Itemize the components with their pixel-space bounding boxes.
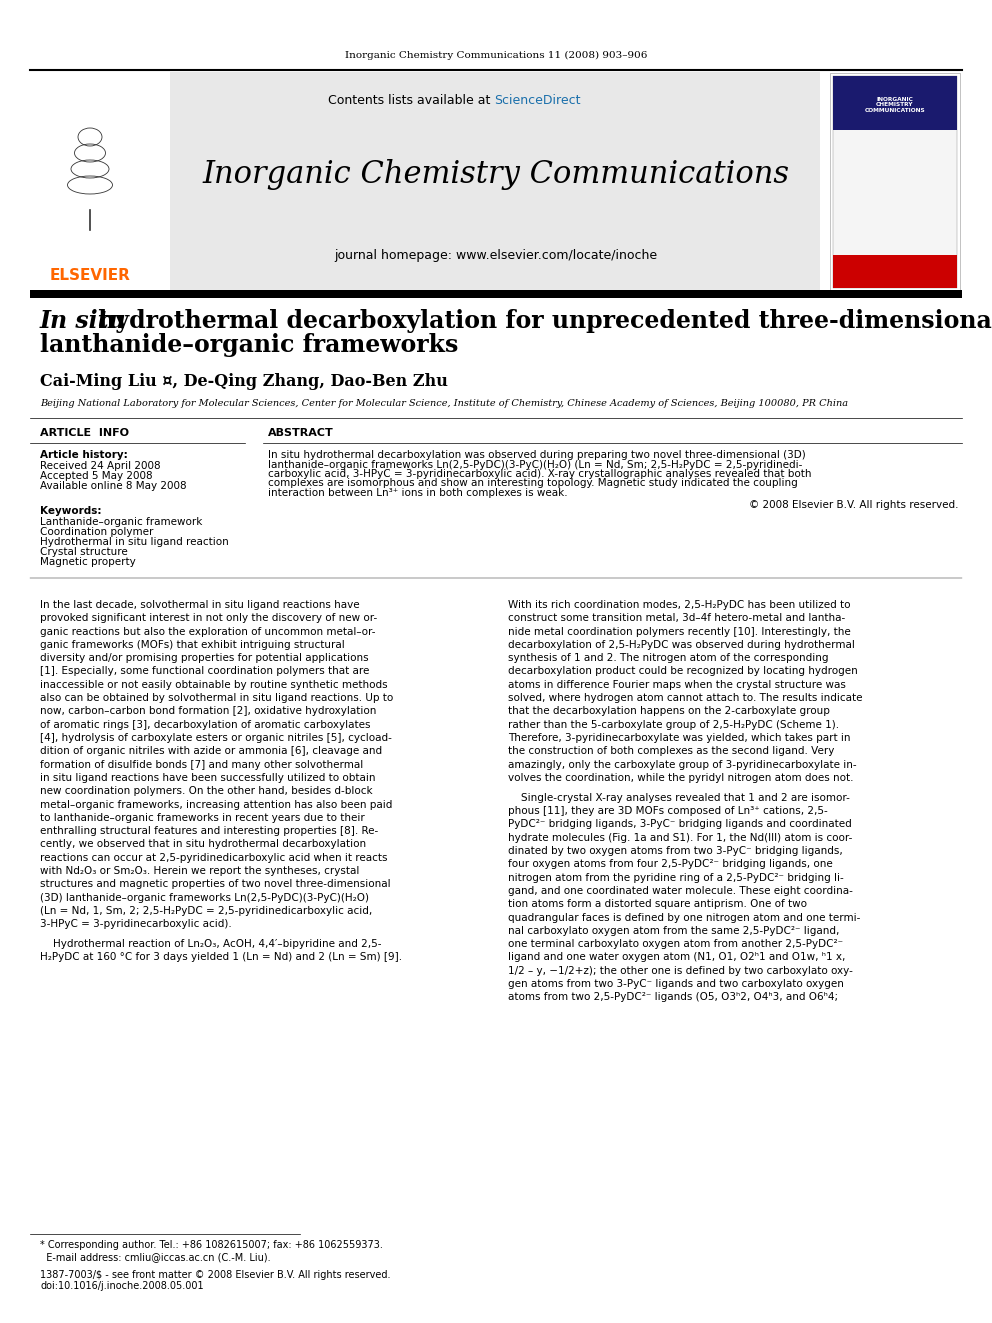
Text: Contents lists available at: Contents lists available at bbox=[327, 94, 494, 106]
Text: construct some transition metal, 3d–4f hetero-metal and lantha-: construct some transition metal, 3d–4f h… bbox=[508, 614, 845, 623]
Text: solved, where hydrogen atom cannot attach to. The results indicate: solved, where hydrogen atom cannot attac… bbox=[508, 693, 862, 703]
Text: nitrogen atom from the pyridine ring of a 2,5-PyDC²⁻ bridging li-: nitrogen atom from the pyridine ring of … bbox=[508, 873, 844, 882]
Text: quadrangular faces is defined by one nitrogen atom and one termi-: quadrangular faces is defined by one nit… bbox=[508, 913, 860, 922]
Text: atoms in difference Fourier maps when the crystal structure was: atoms in difference Fourier maps when th… bbox=[508, 680, 846, 689]
Text: Article history:: Article history: bbox=[40, 450, 128, 460]
Text: Received 24 April 2008: Received 24 April 2008 bbox=[40, 460, 161, 471]
Text: with Nd₂O₃ or Sm₂O₃. Herein we report the syntheses, crystal: with Nd₂O₃ or Sm₂O₃. Herein we report th… bbox=[40, 867, 359, 876]
Text: amazingly, only the carboxylate group of 3-pyridinecarboxylate in-: amazingly, only the carboxylate group of… bbox=[508, 759, 857, 770]
Text: one terminal carboxylato oxygen atom from another 2,5-PyDC²⁻: one terminal carboxylato oxygen atom fro… bbox=[508, 939, 843, 949]
Text: Single-crystal X-ray analyses revealed that 1 and 2 are isomor-: Single-crystal X-ray analyses revealed t… bbox=[508, 792, 850, 803]
Text: ABSTRACT: ABSTRACT bbox=[268, 429, 333, 438]
Text: © 2008 Elsevier B.V. All rights reserved.: © 2008 Elsevier B.V. All rights reserved… bbox=[749, 500, 958, 511]
Text: decarboxylation product could be recognized by locating hydrogen: decarboxylation product could be recogni… bbox=[508, 667, 858, 676]
Text: (Ln = Nd, 1, Sm, 2; 2,5-H₂PyDC = 2,5-pyridinedicarboxylic acid,: (Ln = Nd, 1, Sm, 2; 2,5-H₂PyDC = 2,5-pyr… bbox=[40, 906, 372, 916]
Text: inaccessible or not easily obtainable by routine synthetic methods: inaccessible or not easily obtainable by… bbox=[40, 680, 388, 689]
Text: In the last decade, solvothermal in situ ligand reactions have: In the last decade, solvothermal in situ… bbox=[40, 601, 360, 610]
Text: interaction between Ln³⁺ ions in both complexes is weak.: interaction between Ln³⁺ ions in both co… bbox=[268, 488, 567, 497]
Text: cently, we observed that in situ hydrothermal decarboxylation: cently, we observed that in situ hydroth… bbox=[40, 839, 366, 849]
Text: of aromatic rings [3], decarboxylation of aromatic carboxylates: of aromatic rings [3], decarboxylation o… bbox=[40, 720, 370, 730]
Text: volves the coordination, while the pyridyl nitrogen atom does not.: volves the coordination, while the pyrid… bbox=[508, 773, 853, 783]
Text: hydrothermal decarboxylation for unprecedented three-dimensional: hydrothermal decarboxylation for unprece… bbox=[90, 310, 992, 333]
Text: ScienceDirect: ScienceDirect bbox=[494, 94, 580, 106]
Text: gand, and one coordinated water molecule. These eight coordina-: gand, and one coordinated water molecule… bbox=[508, 886, 853, 896]
Text: nal carboxylato oxygen atom from the same 2,5-PyDC²⁻ ligand,: nal carboxylato oxygen atom from the sam… bbox=[508, 926, 839, 935]
Bar bbox=[30, 290, 962, 298]
Text: structures and magnetic properties of two novel three-dimensional: structures and magnetic properties of tw… bbox=[40, 880, 391, 889]
Text: lanthanide–organic frameworks: lanthanide–organic frameworks bbox=[40, 333, 458, 357]
Text: metal–organic frameworks, increasing attention has also been paid: metal–organic frameworks, increasing att… bbox=[40, 799, 393, 810]
Text: Lanthanide–organic framework: Lanthanide–organic framework bbox=[40, 517, 202, 527]
Bar bbox=[833, 75, 957, 130]
Text: tion atoms form a distorted square antiprism. One of two: tion atoms form a distorted square antip… bbox=[508, 900, 807, 909]
Text: dinated by two oxygen atoms from two 3-PyC⁻ bridging ligands,: dinated by two oxygen atoms from two 3-P… bbox=[508, 845, 843, 856]
Text: Beijing National Laboratory for Molecular Sciences, Center for Molecular Science: Beijing National Laboratory for Molecula… bbox=[40, 400, 848, 407]
Text: carboxylic acid, 3-HPyC = 3-pyridinecarboxylic acid). X-ray crystallographic ana: carboxylic acid, 3-HPyC = 3-pyridinecarb… bbox=[268, 468, 811, 479]
Text: Hydrothermal reaction of Ln₂O₃, AcOH, 4,4′–bipyridine and 2,5-: Hydrothermal reaction of Ln₂O₃, AcOH, 4,… bbox=[40, 939, 382, 949]
Text: four oxygen atoms from four 2,5-PyDC²⁻ bridging ligands, one: four oxygen atoms from four 2,5-PyDC²⁻ b… bbox=[508, 860, 832, 869]
Text: Available online 8 May 2008: Available online 8 May 2008 bbox=[40, 482, 186, 491]
Text: Coordination polymer: Coordination polymer bbox=[40, 527, 154, 537]
Text: diversity and/or promising properties for potential applications: diversity and/or promising properties fo… bbox=[40, 654, 369, 663]
Text: that the decarboxylation happens on the 2-carboxylate group: that the decarboxylation happens on the … bbox=[508, 706, 830, 716]
Text: phous [11], they are 3D MOFs composed of Ln³⁺ cations, 2,5-: phous [11], they are 3D MOFs composed of… bbox=[508, 806, 827, 816]
Text: doi:10.1016/j.inoche.2008.05.001: doi:10.1016/j.inoche.2008.05.001 bbox=[40, 1281, 203, 1291]
Text: 1387-7003/$ - see front matter © 2008 Elsevier B.V. All rights reserved.: 1387-7003/$ - see front matter © 2008 El… bbox=[40, 1270, 391, 1279]
Text: reactions can occur at 2,5-pyridinedicarboxylic acid when it reacts: reactions can occur at 2,5-pyridinedicar… bbox=[40, 853, 388, 863]
Bar bbox=[170, 71, 820, 290]
Text: * Corresponding author. Tel.: +86 1082615007; fax: +86 1062559373.: * Corresponding author. Tel.: +86 108261… bbox=[40, 1240, 383, 1250]
Bar bbox=[833, 75, 957, 288]
Text: lanthanide–organic frameworks Ln(2,5-PyDC)(3-PyC)(H₂O) (Ln = Nd, Sm; 2,5-H₂PyDC : lanthanide–organic frameworks Ln(2,5-PyD… bbox=[268, 459, 803, 470]
Text: INORGANIC
CHEMISTRY
COMMUNICATIONS: INORGANIC CHEMISTRY COMMUNICATIONS bbox=[865, 97, 926, 114]
Text: Hydrothermal in situ ligand reaction: Hydrothermal in situ ligand reaction bbox=[40, 537, 229, 546]
Text: new coordination polymers. On the other hand, besides d-block: new coordination polymers. On the other … bbox=[40, 786, 373, 796]
Text: hydrate molecules (Fig. 1a and S1). For 1, the Nd(III) atom is coor-: hydrate molecules (Fig. 1a and S1). For … bbox=[508, 832, 852, 843]
Text: ganic frameworks (MOFs) that exhibit intriguing structural: ganic frameworks (MOFs) that exhibit int… bbox=[40, 640, 345, 650]
Text: Cai-Ming Liu ¤, De-Qing Zhang, Dao-Ben Zhu: Cai-Ming Liu ¤, De-Qing Zhang, Dao-Ben Z… bbox=[40, 373, 447, 390]
Text: Therefore, 3-pyridinecarboxylate was yielded, which takes part in: Therefore, 3-pyridinecarboxylate was yie… bbox=[508, 733, 850, 744]
Text: also can be obtained by solvothermal in situ ligand reactions. Up to: also can be obtained by solvothermal in … bbox=[40, 693, 393, 703]
Text: the construction of both complexes as the second ligand. Very: the construction of both complexes as th… bbox=[508, 746, 834, 757]
Text: ARTICLE  INFO: ARTICLE INFO bbox=[40, 429, 129, 438]
Text: Magnetic property: Magnetic property bbox=[40, 557, 136, 568]
Text: atoms from two 2,5-PyDC²⁻ ligands (O5, O3ʰ2, O4ʰ3, and O6ʰ4;: atoms from two 2,5-PyDC²⁻ ligands (O5, O… bbox=[508, 992, 838, 1003]
Text: In situ: In situ bbox=[40, 310, 127, 333]
Text: H₂PyDC at 160 °C for 3 days yielded 1 (Ln = Nd) and 2 (Ln = Sm) [9].: H₂PyDC at 160 °C for 3 days yielded 1 (L… bbox=[40, 953, 402, 962]
Text: ligand and one water oxygen atom (N1, O1, O2ʰ1 and O1w, ʰ1 x,: ligand and one water oxygen atom (N1, O1… bbox=[508, 953, 845, 962]
Text: formation of disulfide bonds [7] and many other solvothermal: formation of disulfide bonds [7] and man… bbox=[40, 759, 363, 770]
Text: dition of organic nitriles with azide or ammonia [6], cleavage and: dition of organic nitriles with azide or… bbox=[40, 746, 382, 757]
Text: 3-HPyC = 3-pyridinecarboxylic acid).: 3-HPyC = 3-pyridinecarboxylic acid). bbox=[40, 919, 232, 929]
Text: Inorganic Chemistry Communications 11 (2008) 903–906: Inorganic Chemistry Communications 11 (2… bbox=[345, 50, 647, 60]
Text: gen atoms from two 3-PyC⁻ ligands and two carboxylato oxygen: gen atoms from two 3-PyC⁻ ligands and tw… bbox=[508, 979, 844, 990]
Text: Keywords:: Keywords: bbox=[40, 505, 101, 516]
Text: Inorganic Chemistry Communications: Inorganic Chemistry Communications bbox=[202, 160, 790, 191]
Text: Crystal structure: Crystal structure bbox=[40, 546, 128, 557]
Text: in situ ligand reactions have been successfully utilized to obtain: in situ ligand reactions have been succe… bbox=[40, 773, 376, 783]
Text: rather than the 5-carboxylate group of 2,5-H₂PyDC (Scheme 1).: rather than the 5-carboxylate group of 2… bbox=[508, 720, 839, 730]
Text: now, carbon–carbon bond formation [2], oxidative hydroxylation: now, carbon–carbon bond formation [2], o… bbox=[40, 706, 376, 716]
Text: (3D) lanthanide–organic frameworks Ln(2,5-PyDC)(3-PyC)(H₂O): (3D) lanthanide–organic frameworks Ln(2,… bbox=[40, 893, 369, 902]
Text: synthesis of 1 and 2. The nitrogen atom of the corresponding: synthesis of 1 and 2. The nitrogen atom … bbox=[508, 654, 828, 663]
Text: enthralling structural features and interesting properties [8]. Re-: enthralling structural features and inte… bbox=[40, 826, 378, 836]
Text: PyDC²⁻ bridging ligands, 3-PyC⁻ bridging ligands and coordinated: PyDC²⁻ bridging ligands, 3-PyC⁻ bridging… bbox=[508, 819, 852, 830]
Text: [4], hydrolysis of carboxylate esters or organic nitriles [5], cycload-: [4], hydrolysis of carboxylate esters or… bbox=[40, 733, 392, 744]
Bar bbox=[30, 73, 170, 290]
Text: journal homepage: www.elsevier.com/locate/inoche: journal homepage: www.elsevier.com/locat… bbox=[334, 249, 658, 262]
Text: nide metal coordination polymers recently [10]. Interestingly, the: nide metal coordination polymers recentl… bbox=[508, 627, 851, 636]
Text: [1]. Especially, some functional coordination polymers that are: [1]. Especially, some functional coordin… bbox=[40, 667, 369, 676]
Text: decarboxylation of 2,5-H₂PyDC was observed during hydrothermal: decarboxylation of 2,5-H₂PyDC was observ… bbox=[508, 640, 855, 650]
Text: ganic reactions but also the exploration of uncommon metal–or-: ganic reactions but also the exploration… bbox=[40, 627, 376, 636]
Text: In situ hydrothermal decarboxylation was observed during preparing two novel thr: In situ hydrothermal decarboxylation was… bbox=[268, 450, 806, 460]
Text: E-mail address: cmliu@iccas.ac.cn (C.-M. Liu).: E-mail address: cmliu@iccas.ac.cn (C.-M.… bbox=[40, 1252, 271, 1262]
Text: ELSEVIER: ELSEVIER bbox=[50, 267, 130, 283]
Text: With its rich coordination modes, 2,5-H₂PyDC has been utilized to: With its rich coordination modes, 2,5-H₂… bbox=[508, 601, 850, 610]
Bar bbox=[833, 255, 957, 288]
Bar bbox=[830, 73, 960, 290]
Text: 1/2 – y, −1/2+z); the other one is defined by two carboxylato oxy-: 1/2 – y, −1/2+z); the other one is defin… bbox=[508, 966, 853, 976]
Text: provoked significant interest in not only the discovery of new or-: provoked significant interest in not onl… bbox=[40, 614, 377, 623]
Text: complexes are isomorphous and show an interesting topology. Magnetic study indic: complexes are isomorphous and show an in… bbox=[268, 479, 798, 488]
Text: Accepted 5 May 2008: Accepted 5 May 2008 bbox=[40, 471, 153, 482]
Text: to lanthanide–organic frameworks in recent years due to their: to lanthanide–organic frameworks in rece… bbox=[40, 812, 365, 823]
